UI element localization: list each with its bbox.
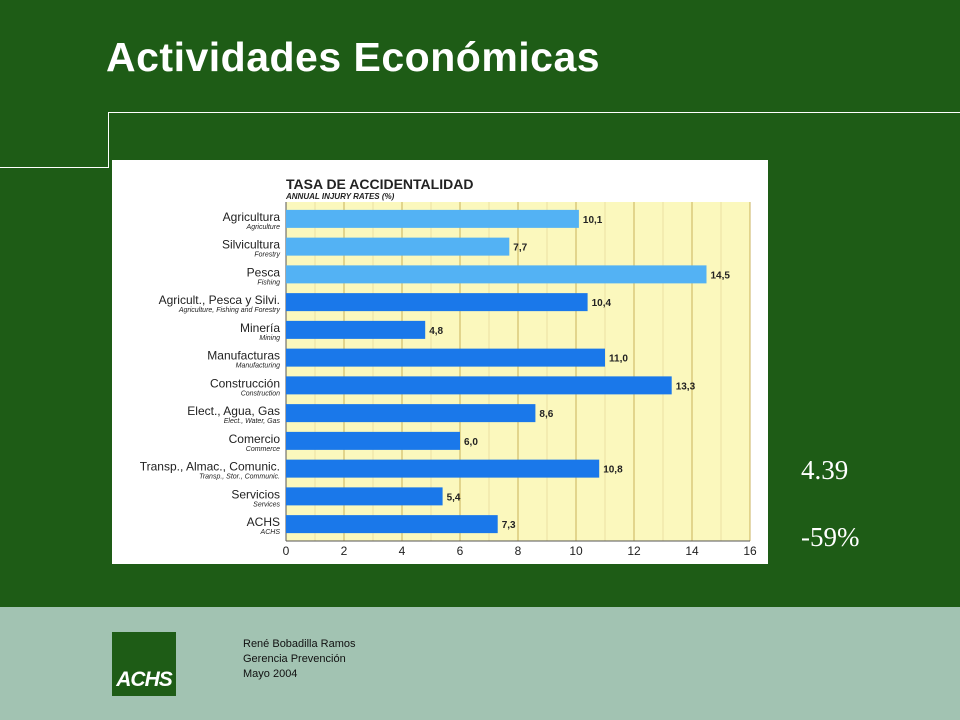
bar-value-label: 10,8 xyxy=(603,465,623,476)
bar xyxy=(286,376,672,395)
x-tick-label: 10 xyxy=(569,544,583,558)
footer-credits: René Bobadilla Ramos Gerencia Prevención… xyxy=(243,637,356,682)
bar xyxy=(286,237,510,256)
x-tick-label: 14 xyxy=(685,544,699,558)
category-label: Servicios xyxy=(231,487,280,501)
bar-value-label: 7,3 xyxy=(502,520,516,531)
logo-text: ACHS xyxy=(116,668,173,691)
category-label: Elect., Agua, Gas xyxy=(187,404,280,418)
category-sublabel: Forestry xyxy=(254,252,280,259)
bar xyxy=(286,320,426,339)
category-label: Transp., Almac., Comunic. xyxy=(140,460,280,474)
bar xyxy=(286,431,460,450)
bar xyxy=(286,209,579,228)
footer-author: René Bobadilla Ramos xyxy=(243,638,356,650)
x-tick-label: 0 xyxy=(283,544,290,558)
category-label: Comercio xyxy=(229,432,281,446)
stat-change: -59% xyxy=(801,522,860,552)
category-label: Minería xyxy=(240,321,280,335)
chart-title: TASA DE ACCIDENTALIDAD xyxy=(286,176,473,192)
stat-value: 4.39 xyxy=(801,455,849,485)
achs-logo: ACHS xyxy=(112,632,176,696)
x-tick-label: 2 xyxy=(341,544,348,558)
x-tick-label: 4 xyxy=(399,544,406,558)
x-tick-label: 16 xyxy=(743,544,757,558)
bar xyxy=(286,459,600,478)
bar-value-label: 7,7 xyxy=(513,243,527,254)
footer-date: Mayo 2004 xyxy=(243,668,298,680)
footer-department: Gerencia Prevención xyxy=(243,653,346,665)
category-label: Silvicultura xyxy=(222,238,280,252)
category-sublabel: ACHS xyxy=(260,529,281,536)
bar-value-label: 5,4 xyxy=(447,492,461,503)
bar xyxy=(286,265,707,284)
chart-subtitle: ANNUAL INJURY RATES (%) xyxy=(285,192,395,201)
category-sublabel: Fishing xyxy=(257,279,280,286)
category-sublabel: Elect., Water, Gas xyxy=(224,418,281,425)
x-tick-label: 6 xyxy=(457,544,464,558)
bar-value-label: 8,6 xyxy=(539,409,553,420)
bar xyxy=(286,348,605,367)
category-label: Pesca xyxy=(247,265,281,279)
injury-rate-chart: TASA DE ACCIDENTALIDAD ANNUAL INJURY RAT… xyxy=(140,176,757,558)
category-sublabel: Transp., Stor., Communic. xyxy=(199,474,280,481)
bar xyxy=(286,515,498,534)
bar xyxy=(286,404,536,423)
title-divider-line xyxy=(108,112,960,113)
bar-value-label: 14,5 xyxy=(711,270,731,281)
bar-value-label: 4,8 xyxy=(429,326,443,337)
category-label: Manufacturas xyxy=(207,349,280,363)
category-label: ACHS xyxy=(247,515,280,529)
category-sublabel: Manufacturing xyxy=(236,363,280,370)
frame-left-line xyxy=(0,167,109,168)
bar-value-label: 11,0 xyxy=(609,354,628,365)
category-label: Agricult., Pesca y Silvi. xyxy=(159,293,280,307)
category-sublabel: Commerce xyxy=(246,446,280,453)
bar-value-label: 6,0 xyxy=(464,437,478,448)
chart-panel: TASA DE ACCIDENTALIDAD ANNUAL INJURY RAT… xyxy=(112,160,768,564)
bar-value-label: 10,4 xyxy=(592,298,612,309)
category-label: Construcción xyxy=(210,376,280,390)
x-tick-label: 12 xyxy=(627,544,641,558)
category-label: Agricultura xyxy=(223,210,281,224)
bar xyxy=(286,293,588,312)
category-sublabel: Agriculture, Fishing and Forestry xyxy=(178,307,281,314)
x-tick-label: 8 xyxy=(515,544,522,558)
category-sublabel: Services xyxy=(253,501,280,508)
bar xyxy=(286,487,443,506)
category-sublabel: Mining xyxy=(259,335,280,342)
category-sublabel: Construction xyxy=(241,390,280,397)
frame-corner-line xyxy=(108,112,109,168)
bar-value-label: 13,3 xyxy=(676,381,696,392)
slide-title: Actividades Económicas xyxy=(106,34,601,80)
bar-value-label: 10,1 xyxy=(583,215,603,226)
category-sublabel: Agriculture xyxy=(246,224,281,231)
